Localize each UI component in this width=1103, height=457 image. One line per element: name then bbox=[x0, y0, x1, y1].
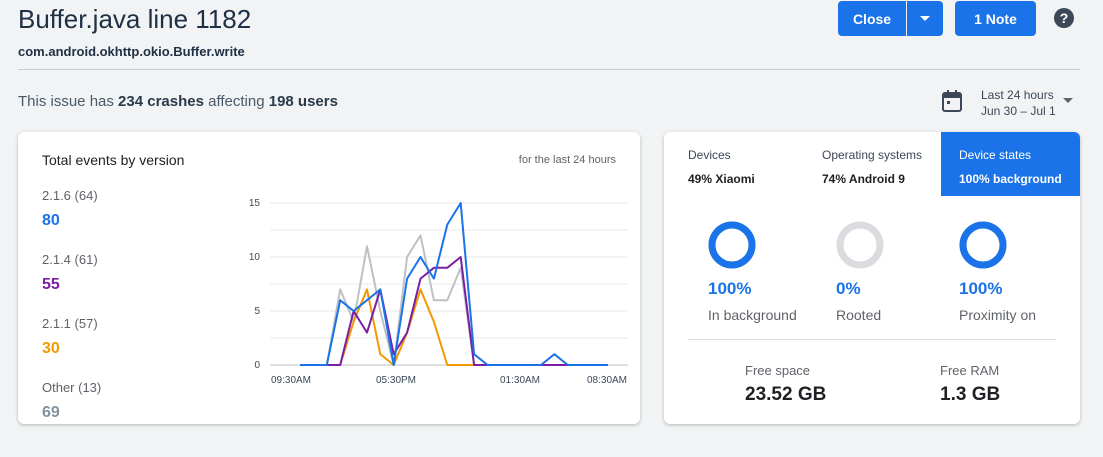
donut-label: In background bbox=[708, 307, 797, 323]
tab-label: Devices bbox=[688, 148, 731, 162]
events-line-chart: 0 5 10 15 09:30AM 05:30PM 01:30AM 08:30AM bbox=[249, 198, 628, 386]
donut-percent: 0% bbox=[836, 279, 861, 298]
close-button[interactable]: Close bbox=[838, 1, 906, 36]
chevron-down-icon bbox=[920, 16, 930, 21]
tab-value: 49% Xiaomi bbox=[688, 172, 755, 186]
chevron-down-icon[interactable] bbox=[1063, 98, 1073, 103]
tab-value: 100% background bbox=[959, 172, 1062, 186]
tab-operating-systems[interactable]: Operating systems 74% Android 9 bbox=[798, 132, 941, 196]
date-range-selector[interactable]: Last 24 hours Jun 30 – Jul 1 bbox=[981, 87, 1056, 119]
y-tick-label: 10 bbox=[249, 252, 261, 263]
version-label: 2.1.1 (57) bbox=[42, 316, 98, 331]
donut-rooted bbox=[836, 221, 884, 269]
tab-label: Operating systems bbox=[822, 148, 923, 162]
summary-middle: affecting bbox=[203, 93, 269, 110]
series-line bbox=[300, 288, 608, 366]
donut-arc bbox=[959, 221, 1007, 269]
x-tick-label: 09:30AM bbox=[271, 375, 311, 386]
y-tick-label: 0 bbox=[254, 360, 260, 371]
tab-label: Device states bbox=[959, 148, 1032, 162]
x-tick-label: 05:30PM bbox=[376, 375, 416, 386]
chart-period: for the last 24 hours bbox=[518, 154, 616, 166]
version-count: 69 bbox=[42, 404, 60, 421]
crash-count: 234 crashes bbox=[118, 93, 204, 110]
donut-arc bbox=[708, 221, 756, 269]
summary-prefix: This issue has bbox=[18, 93, 119, 110]
version-count: 55 bbox=[42, 276, 60, 293]
free-space-value: 23.52 GB bbox=[745, 384, 827, 405]
header-divider bbox=[18, 69, 1080, 70]
version-label: 2.1.4 (61) bbox=[42, 252, 98, 267]
series-line bbox=[300, 202, 608, 366]
stat-label: Free space bbox=[745, 363, 811, 378]
donut-track bbox=[836, 221, 884, 269]
stat-label: Free RAM bbox=[940, 363, 1000, 378]
help-icon[interactable]: ? bbox=[1054, 8, 1074, 28]
y-tick-label: 5 bbox=[254, 306, 260, 317]
tab-value: 74% Android 9 bbox=[822, 172, 905, 186]
user-count: 198 users bbox=[268, 93, 338, 110]
x-tick-label: 08:30AM bbox=[587, 375, 627, 386]
issue-summary: This issue has 234 crashes affecting 198… bbox=[18, 93, 338, 110]
date-range-dates: Jun 30 – Jul 1 bbox=[981, 104, 1056, 118]
version-count: 30 bbox=[42, 340, 60, 357]
calendar-icon[interactable] bbox=[942, 90, 962, 112]
series-line bbox=[300, 256, 608, 366]
tab-device-states[interactable]: Device states 100% background bbox=[941, 132, 1080, 196]
device-info-card: Devices 49% Xiaomi Operating systems 74%… bbox=[664, 132, 1080, 424]
donut-proximity-on bbox=[959, 221, 1007, 269]
y-tick-label: 15 bbox=[249, 198, 261, 209]
version-label: 2.1.6 (64) bbox=[42, 188, 98, 203]
x-tick-label: 01:30AM bbox=[500, 375, 540, 386]
chart-title: Total events by version bbox=[42, 152, 185, 168]
tab-devices[interactable]: Devices 49% Xiaomi bbox=[664, 132, 798, 196]
page-title: Buffer.java line 1182 bbox=[18, 4, 252, 34]
donut-percent: 100% bbox=[959, 279, 1003, 298]
events-by-version-card: Total events by version for the last 24 … bbox=[18, 132, 640, 424]
donut-percent: 100% bbox=[708, 279, 752, 298]
close-options-button[interactable] bbox=[907, 1, 943, 36]
date-range-label: Last 24 hours bbox=[981, 88, 1054, 102]
stats-divider bbox=[688, 339, 1056, 340]
version-label: Other (13) bbox=[42, 380, 102, 395]
page-subtitle: com.android.okhttp.okio.Buffer.write bbox=[18, 44, 245, 59]
donut-label: Rooted bbox=[836, 307, 882, 323]
donut-in-background bbox=[708, 221, 756, 269]
notes-button[interactable]: 1 Note bbox=[955, 1, 1036, 36]
version-count: 80 bbox=[42, 212, 60, 229]
donut-label: Proximity on bbox=[959, 307, 1037, 323]
free-ram-value: 1.3 GB bbox=[940, 384, 1001, 405]
